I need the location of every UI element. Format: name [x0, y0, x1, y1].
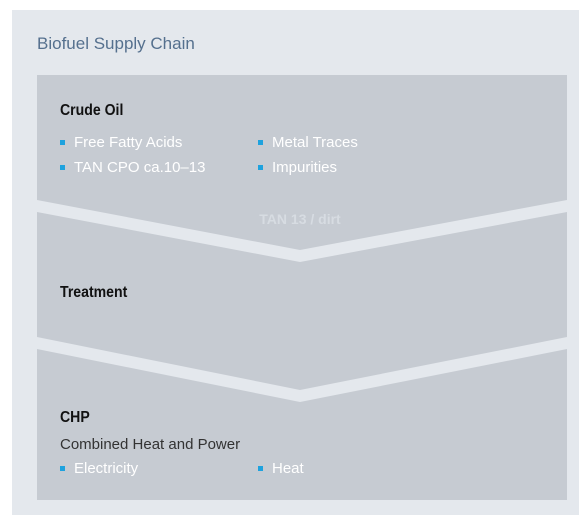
bullet-item: TAN CPO ca.10–13 [60, 159, 205, 176]
stage-block [37, 75, 567, 250]
connector-label: TAN 13 / dirt [259, 211, 341, 227]
stage-title: Treatment [60, 284, 128, 301]
bullet-item: Electricity [60, 460, 138, 477]
stage-subtitle: Combined Heat and Power [60, 436, 241, 453]
stage-title: CHP [60, 409, 90, 426]
title: Biofuel Supply Chain [37, 34, 195, 53]
stage-title: Crude Oil [60, 102, 124, 119]
stage-block [37, 349, 567, 500]
stage-block [37, 212, 567, 390]
bullet-item: Free Fatty Acids [60, 134, 182, 151]
bullet-item: Impurities [258, 159, 337, 176]
bullet-item: Metal Traces [258, 134, 358, 151]
bullet-item: Heat [258, 460, 304, 477]
